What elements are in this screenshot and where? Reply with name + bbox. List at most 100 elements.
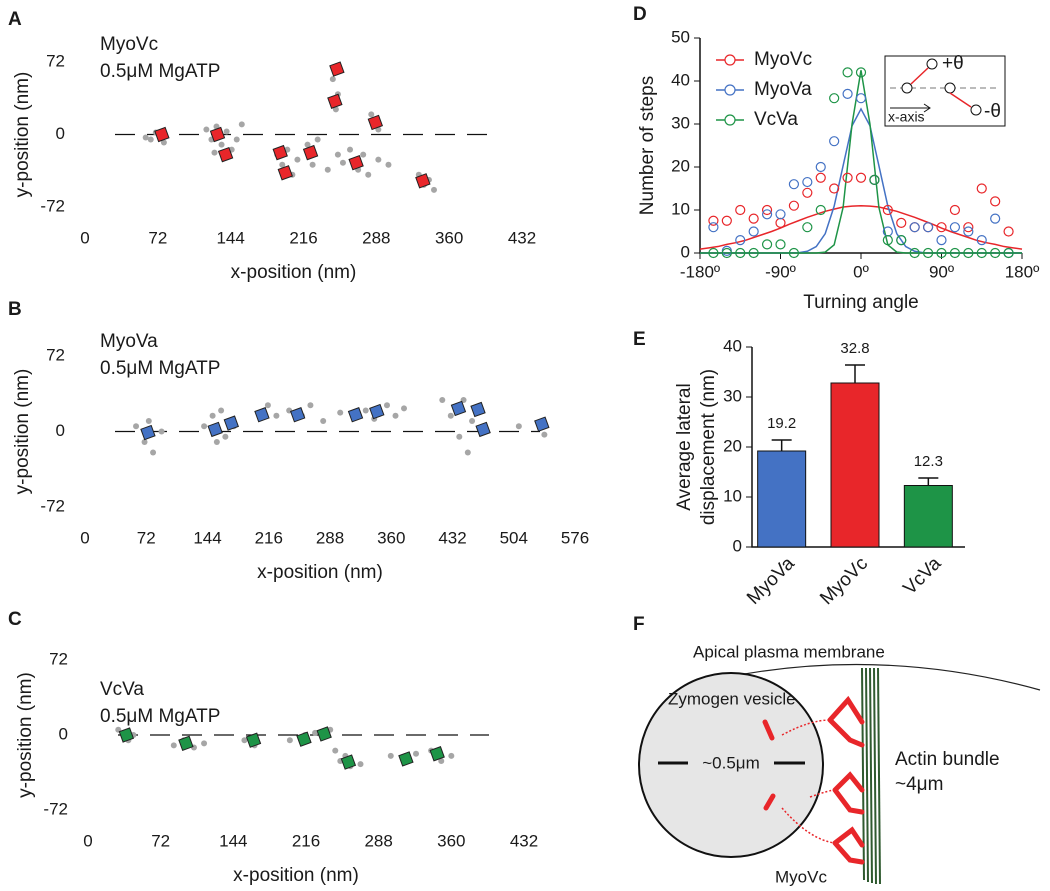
vesicle (638, 672, 824, 858)
point (222, 433, 229, 440)
data-point (990, 213, 1001, 224)
point (332, 747, 339, 754)
point (447, 412, 454, 419)
annotation: 0.5μM MgATP (100, 706, 220, 727)
step-marker (429, 746, 445, 762)
step-marker (450, 400, 467, 417)
y-tick-label: 72 (49, 649, 68, 668)
data-point (963, 247, 974, 259)
data-point (842, 67, 853, 78)
point (307, 402, 314, 409)
point (286, 737, 293, 744)
data-point (990, 247, 1001, 259)
point (464, 449, 471, 456)
step-marker (289, 407, 306, 423)
y-tick-label: 72 (46, 51, 65, 70)
annotation: MyoVa (100, 331, 158, 352)
step-marker (316, 726, 332, 742)
y-tick-label: 40 (671, 70, 690, 89)
point (203, 126, 210, 133)
y-tick-label: -72 (40, 196, 65, 215)
step-marker (367, 114, 384, 131)
step-marker (209, 126, 226, 143)
point (357, 761, 364, 768)
y-axis-label: y-position (nm) (12, 72, 33, 198)
y-axis-label: y-position (nm) (12, 369, 33, 495)
x-tick-label: MyoVc (816, 553, 872, 609)
vesicle-label: Zymogen vesicle (668, 689, 796, 708)
data-point (909, 247, 920, 259)
point (150, 449, 157, 456)
data-point (761, 209, 773, 220)
point (383, 402, 390, 409)
point (312, 729, 319, 736)
point (515, 423, 522, 430)
step-marker (245, 732, 262, 748)
point (211, 149, 218, 156)
y-tick-label: 0 (56, 124, 65, 143)
x-tick-label: 72 (148, 228, 167, 247)
data-point (1003, 247, 1014, 259)
point (223, 128, 230, 135)
x-tick-label: 432 (438, 528, 466, 547)
y-tick-label: 72 (46, 345, 65, 364)
y-tick-label: 20 (671, 156, 690, 175)
y-axis-label: Number of steps (637, 76, 658, 215)
step-marker (340, 754, 357, 770)
step-marker (475, 421, 491, 438)
annotation: MyoVc (100, 34, 158, 55)
step-marker (534, 416, 550, 432)
point (430, 186, 437, 193)
point (392, 412, 399, 419)
point (238, 121, 245, 128)
point (201, 740, 208, 747)
x-tick-label: 144 (219, 831, 247, 850)
data-point (829, 183, 840, 194)
point (213, 438, 220, 445)
data-point (761, 204, 773, 216)
y-tick-label: 0 (733, 536, 742, 555)
x-tick-label: 432 (508, 228, 536, 247)
data-point (949, 204, 961, 216)
data-point (842, 172, 853, 183)
point (133, 423, 140, 430)
x-tick-label: 504 (500, 528, 528, 547)
inset-label: -θ (984, 101, 1001, 122)
legend-marker (724, 114, 736, 126)
data-point (748, 247, 759, 259)
step-marker (348, 155, 364, 171)
inset-label: +θ (942, 53, 964, 74)
data-point (815, 161, 826, 173)
data-point (882, 235, 893, 246)
annotation: VcVa (100, 679, 144, 700)
x-tick-label: 0 (80, 228, 89, 247)
point (541, 431, 548, 438)
data-point (990, 196, 1001, 207)
step-marker (217, 146, 234, 163)
x-tick-label: 288 (362, 228, 390, 247)
point (413, 750, 420, 757)
data-point (869, 174, 880, 185)
data-point (963, 222, 974, 233)
data-point (775, 239, 786, 250)
membrane-label: Apical plasma membrane (693, 642, 885, 661)
legend-marker (724, 84, 736, 96)
data-point (802, 187, 813, 198)
panel-label: A (8, 9, 22, 30)
point (456, 433, 463, 440)
point (170, 742, 177, 749)
panel-label: E (633, 329, 646, 350)
data-point (855, 67, 867, 78)
point (147, 136, 154, 143)
annotation: 0.5μM MgATP (100, 61, 220, 82)
step-marker (140, 424, 156, 441)
y-tick-label: 0 (59, 724, 68, 743)
point (337, 409, 344, 416)
data-point (922, 222, 934, 233)
step-marker (118, 727, 135, 743)
data-point (815, 204, 826, 216)
step-marker (272, 144, 288, 161)
bar (830, 382, 880, 548)
point (218, 141, 225, 148)
x-tick-label: 216 (289, 228, 317, 247)
